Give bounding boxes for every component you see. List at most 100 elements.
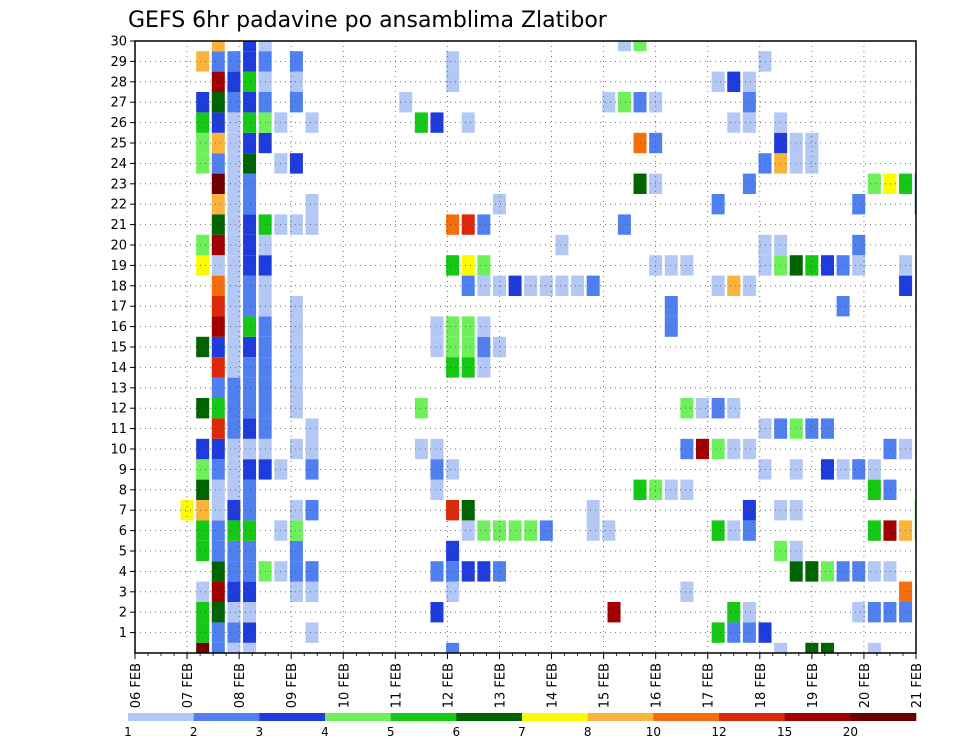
heatmap-cell: [227, 520, 241, 541]
heatmap-cell: [211, 398, 225, 419]
x-tick-label: 12 FEB: [441, 663, 456, 708]
heatmap-cell: [196, 398, 210, 419]
x-tick-label: 06 FEB: [129, 663, 144, 708]
heatmap-cell: [446, 459, 460, 480]
heatmap-cell: [227, 642, 241, 653]
heatmap-cell: [789, 153, 803, 174]
heatmap-cell: [852, 234, 866, 256]
heatmap-cell: [836, 255, 850, 276]
heatmap-cell: [867, 173, 881, 194]
heatmap-cell: [289, 581, 303, 602]
heatmap-cell: [211, 479, 225, 500]
heatmap-cell: [289, 51, 303, 72]
heatmap-cell: [727, 602, 741, 623]
y-tick-label: 7: [119, 504, 127, 519]
heatmap-cell: [243, 255, 257, 276]
heatmap-cell: [227, 173, 241, 194]
heatmap-cell: [617, 41, 631, 52]
heatmap-cell: [633, 41, 647, 52]
heatmap-cell: [414, 112, 428, 133]
heatmap-cell: [446, 316, 460, 337]
heatmap-cell: [243, 71, 257, 92]
heatmap-cell: [789, 540, 803, 562]
colorbar-swatch: [719, 713, 785, 721]
heatmap-cell: [196, 132, 210, 154]
y-tick-label: 16: [110, 320, 127, 335]
heatmap-cell: [867, 561, 881, 582]
heatmap-cell: [289, 153, 303, 174]
colorbar-swatch: [784, 713, 851, 721]
heatmap-cell: [211, 438, 225, 460]
x-tick-label: 09 FEB: [285, 663, 300, 708]
heatmap-cell: [227, 92, 241, 113]
heatmap-cell: [243, 398, 257, 419]
y-tick-label: 5: [119, 545, 127, 560]
heatmap-cell: [289, 71, 303, 92]
heatmap-cell: [305, 214, 319, 235]
heatmap-cell: [211, 173, 225, 194]
y-tick-label: 30: [110, 35, 127, 50]
heatmap-cell: [461, 520, 475, 541]
y-tick-label: 14: [110, 361, 127, 376]
heatmap-cell: [289, 296, 303, 317]
y-tick-label: 22: [110, 198, 127, 213]
heatmap-cell: [196, 438, 210, 460]
heatmap-cell: [227, 234, 241, 256]
heatmap-cell: [211, 622, 225, 643]
heatmap-cell: [680, 255, 694, 276]
heatmap-cell: [196, 92, 210, 113]
heatmap-cell: [211, 214, 225, 235]
heatmap-cell: [211, 51, 225, 72]
heatmap-cell: [243, 316, 257, 337]
heatmap-cell: [446, 642, 460, 653]
heatmap-cell: [477, 357, 491, 378]
heatmap-cell: [852, 602, 866, 623]
heatmap-cell: [586, 275, 600, 296]
heatmap-cell: [883, 520, 897, 541]
colorbar-label: 8: [584, 725, 592, 739]
heatmap-cell: [820, 255, 834, 276]
y-tick-label: 1: [119, 626, 127, 641]
colorbar-swatch: [653, 713, 720, 721]
y-tick-label: 4: [119, 565, 127, 580]
heatmap-cell: [430, 316, 444, 337]
heatmap-cell: [461, 316, 475, 337]
heatmap-cell: [430, 479, 444, 500]
heatmap-cell: [461, 214, 475, 235]
heatmap-cell: [289, 336, 303, 358]
heatmap-cell: [727, 622, 741, 643]
heatmap-cell: [227, 622, 241, 643]
heatmap-cell: [211, 71, 225, 92]
heatmap-cell: [227, 479, 241, 500]
heatmap-cell: [243, 132, 257, 154]
heatmap-cell: [852, 255, 866, 276]
heatmap-cell: [680, 438, 694, 460]
heatmap-cell: [680, 398, 694, 419]
heatmap-cell: [243, 459, 257, 480]
heatmap-cell: [211, 234, 225, 256]
heatmap-cell: [196, 255, 210, 276]
x-tick-label: 10 FEB: [337, 663, 352, 708]
heatmap-cell: [243, 622, 257, 643]
heatmap-cell: [196, 622, 210, 643]
heatmap-cell: [696, 438, 710, 460]
heatmap-cell: [243, 602, 257, 623]
x-tick-label: 18 FEB: [754, 663, 769, 708]
heatmap-cell: [867, 520, 881, 541]
heatmap-cell: [243, 500, 257, 521]
heatmap-cell: [664, 296, 678, 317]
y-tick-label: 26: [110, 116, 127, 131]
x-tick-label: 17 FEB: [702, 663, 717, 708]
y-tick-label: 13: [110, 381, 127, 396]
heatmap-cell: [789, 459, 803, 480]
heatmap-cell: [446, 357, 460, 378]
x-tick-label: 16 FEB: [650, 663, 665, 708]
heatmap-cell: [243, 581, 257, 602]
heatmap-cell: [243, 112, 257, 133]
heatmap-cell: [196, 602, 210, 623]
heatmap-cell: [227, 132, 241, 154]
heatmap-cell: [883, 438, 897, 460]
heatmap-cell: [492, 520, 506, 541]
heatmap-cell: [180, 500, 194, 521]
heatmap-cell: [227, 377, 241, 398]
